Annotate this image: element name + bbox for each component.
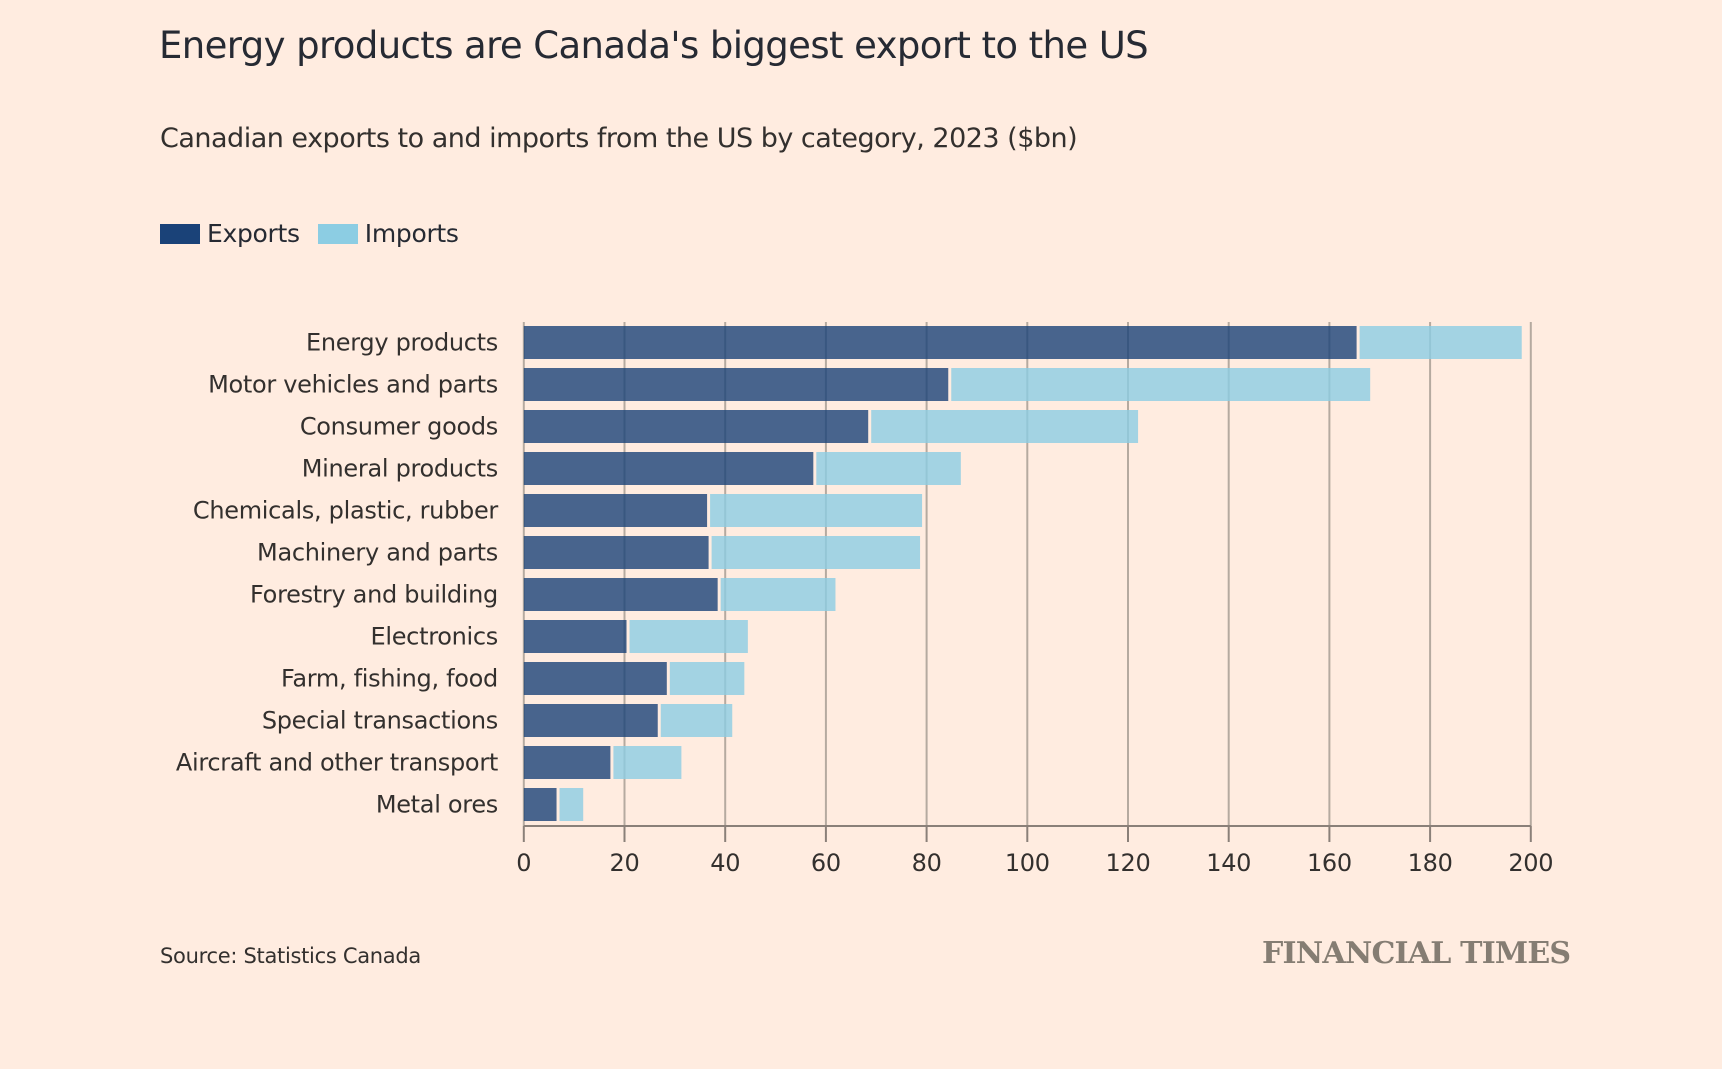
x-tick-label: 0 [516,849,531,877]
legend-label-imports: Imports [364,219,459,248]
category-label: Mineral products [302,455,498,483]
chart-title: Energy products are Canada's biggest exp… [159,24,1149,67]
x-axis: 0 20 40 60 80 100 120 140 160 180 200 [516,825,1554,877]
legend-swatch-imports [317,223,358,244]
bar-imports [871,410,1139,443]
x-tick-label: 100 [1005,849,1050,877]
category-labels: Energy products Motor vehicles and parts C… [176,329,499,819]
category-label: Chemicals, plastic, rubber [193,497,499,525]
legend-label-exports: Exports [207,219,300,248]
bar-imports [1359,326,1522,359]
bar-exports [523,410,869,443]
bar-exports [523,452,814,485]
bar-exports [523,620,627,653]
x-tick-label: 200 [1508,849,1553,877]
bar-exports [523,662,667,695]
bar-exports [523,368,949,401]
bars [523,326,1522,821]
legend-item-exports: Exports [160,219,300,248]
legend-swatch-exports [160,223,200,244]
legend-item-imports: Imports [317,219,459,248]
x-tick-label: 60 [811,849,841,877]
bar-exports [523,788,557,821]
category-label: Forestry and building [250,581,498,609]
x-tick-label: 160 [1307,849,1352,877]
category-label: Motor vehicles and parts [208,371,498,399]
category-label: Metal ores [376,791,498,819]
chart-subtitle: Canadian exports to and imports from the… [160,123,1078,154]
bar-imports [711,536,921,569]
bar-exports [523,704,658,737]
category-label: Electronics [370,623,498,651]
bar-imports [951,368,1371,401]
bar-imports [660,704,733,737]
category-label: Consumer goods [300,413,498,441]
bar-imports [669,662,745,695]
bar-imports [710,494,923,527]
x-tick-label: 180 [1408,849,1453,877]
bar-exports [523,578,718,611]
category-label: Aircraft and other transport [176,749,498,777]
category-label: Energy products [306,329,498,357]
bar-exports [523,494,708,527]
bar-imports [613,746,682,779]
bar-imports [720,578,836,611]
bar-exports [523,536,709,569]
bar-exports [523,746,611,779]
source-note: Source: Statistics Canada [160,944,421,968]
x-tick-label: 20 [610,849,640,877]
bar-imports [629,620,748,653]
x-tick-label: 120 [1106,849,1151,877]
ft-logo: FINANCIAL TIMES [1262,936,1571,971]
x-tick-label: 40 [710,849,740,877]
bar-imports [559,788,584,821]
gridlines [522,322,1532,826]
bar-exports [523,326,1357,359]
legend: Exports Imports [160,219,477,248]
x-tick-label: 140 [1206,849,1251,877]
category-label: Special transactions [262,707,498,735]
category-label: Farm, fishing, food [281,665,498,693]
x-tick-label: 80 [912,849,942,877]
bar-imports [816,452,961,485]
category-label: Machinery and parts [257,539,498,567]
